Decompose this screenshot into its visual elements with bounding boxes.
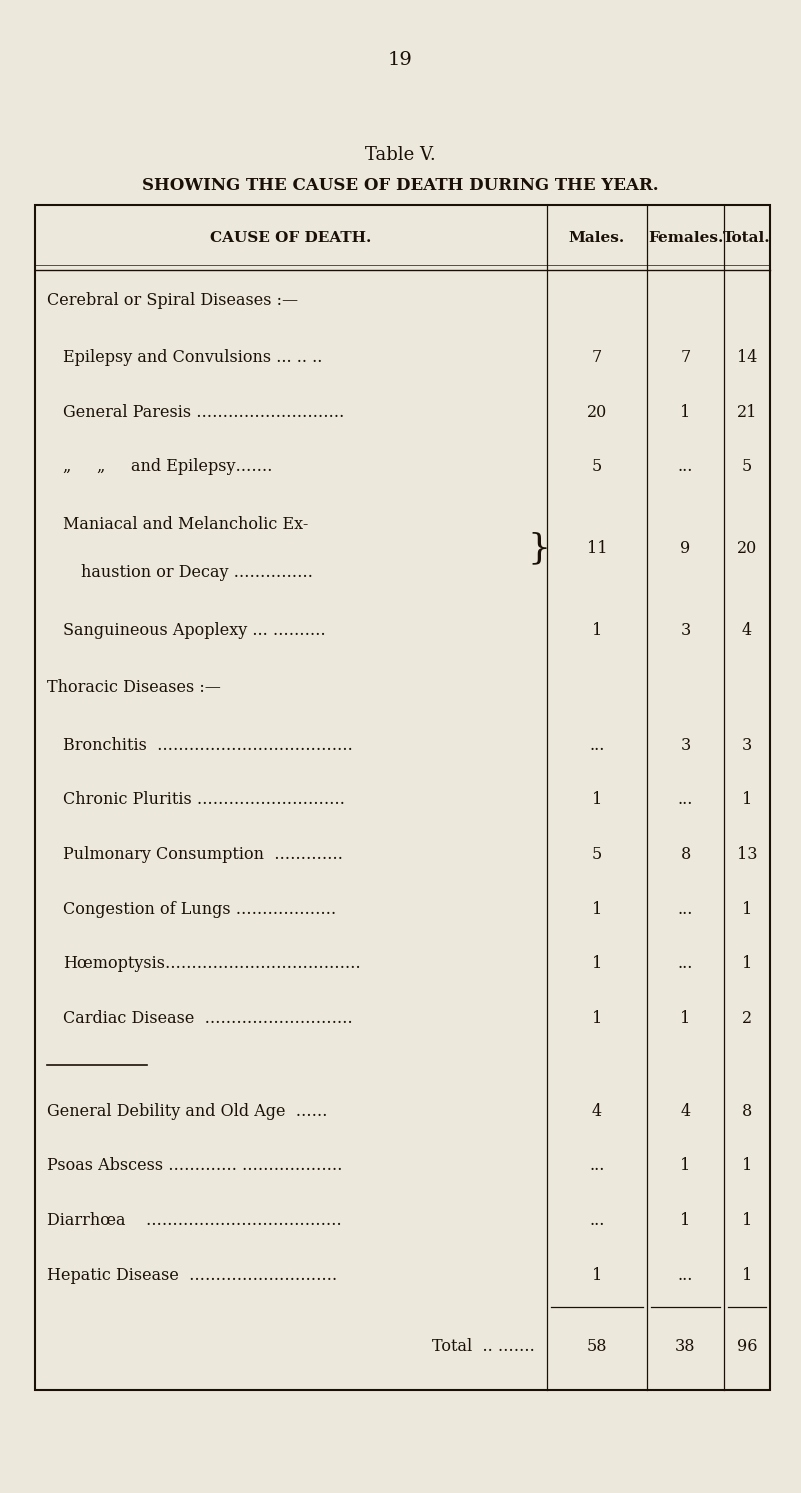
Text: 38: 38 bbox=[675, 1338, 696, 1354]
Text: Psoas Abscess …………. ……………….: Psoas Abscess …………. ………………. bbox=[47, 1157, 342, 1175]
Text: ...: ... bbox=[678, 1266, 693, 1284]
Text: 5: 5 bbox=[592, 458, 602, 475]
Text: 7: 7 bbox=[680, 349, 690, 366]
Text: 21: 21 bbox=[737, 403, 757, 421]
Text: 9: 9 bbox=[680, 540, 690, 557]
Text: Chronic Pluritis ……………………….: Chronic Pluritis ………………………. bbox=[63, 791, 345, 808]
Text: Males.: Males. bbox=[569, 230, 625, 245]
Text: Females.: Females. bbox=[648, 230, 723, 245]
Text: 1: 1 bbox=[742, 1157, 752, 1175]
Text: Hepatic Disease  ……………………….: Hepatic Disease ………………………. bbox=[47, 1266, 337, 1284]
Text: 3: 3 bbox=[680, 738, 690, 754]
Text: Bronchitis  ……………………………….: Bronchitis ………………………………. bbox=[63, 738, 352, 754]
Text: Table V.: Table V. bbox=[364, 146, 436, 164]
Text: 1: 1 bbox=[680, 1212, 690, 1229]
Text: 3: 3 bbox=[742, 738, 752, 754]
Text: Epilepsy and Convulsions ... .. ..: Epilepsy and Convulsions ... .. .. bbox=[63, 349, 322, 366]
Text: ...: ... bbox=[678, 791, 693, 808]
Text: 5: 5 bbox=[742, 458, 752, 475]
Text: Cerebral or Spiral Diseases :—: Cerebral or Spiral Diseases :— bbox=[47, 291, 298, 309]
Text: ...: ... bbox=[590, 738, 605, 754]
Text: 8: 8 bbox=[742, 1103, 752, 1120]
Text: 11: 11 bbox=[587, 540, 607, 557]
Text: SHOWING THE CAUSE OF DEATH DURING THE YEAR.: SHOWING THE CAUSE OF DEATH DURING THE YE… bbox=[142, 176, 658, 194]
Text: ...: ... bbox=[678, 458, 693, 475]
Bar bbox=[35, 205, 770, 1390]
Text: 1: 1 bbox=[742, 1212, 752, 1229]
Text: „     „     and Epilepsy…….: „ „ and Epilepsy……. bbox=[63, 458, 272, 475]
Text: Total  .. …….: Total .. ……. bbox=[433, 1338, 535, 1354]
Text: 1: 1 bbox=[742, 791, 752, 808]
Text: Congestion of Lungs ……………….: Congestion of Lungs ………………. bbox=[63, 900, 336, 918]
Text: 8: 8 bbox=[680, 847, 690, 863]
Text: 4: 4 bbox=[742, 623, 752, 639]
Text: General Paresis ……………………….: General Paresis ………………………. bbox=[63, 403, 344, 421]
Text: 1: 1 bbox=[592, 791, 602, 808]
Text: Pulmonary Consumption  ………….: Pulmonary Consumption …………. bbox=[63, 847, 343, 863]
Text: 4: 4 bbox=[592, 1103, 602, 1120]
Text: 1: 1 bbox=[742, 1266, 752, 1284]
Text: 96: 96 bbox=[737, 1338, 757, 1354]
Text: }: } bbox=[527, 532, 550, 566]
Text: Diarrhœa    ……………………………….: Diarrhœa ………………………………. bbox=[47, 1212, 341, 1229]
Text: Maniacal and Melancholic Ex-: Maniacal and Melancholic Ex- bbox=[63, 517, 308, 533]
Text: 3: 3 bbox=[680, 623, 690, 639]
Text: 20: 20 bbox=[587, 403, 607, 421]
Text: Thoracic Diseases :—: Thoracic Diseases :— bbox=[47, 679, 221, 696]
Text: 1: 1 bbox=[592, 956, 602, 972]
Text: 1: 1 bbox=[680, 1009, 690, 1027]
Text: 1: 1 bbox=[592, 1009, 602, 1027]
Text: 1: 1 bbox=[592, 900, 602, 918]
Text: Hœmoptysis……………………………….: Hœmoptysis………………………………. bbox=[63, 956, 360, 972]
Text: 20: 20 bbox=[737, 540, 757, 557]
Text: 19: 19 bbox=[388, 51, 413, 69]
Text: Cardiac Disease  ……………………….: Cardiac Disease ………………………. bbox=[63, 1009, 352, 1027]
Text: Sanguineous Apoplexy ... ……….: Sanguineous Apoplexy ... ………. bbox=[63, 623, 326, 639]
Text: 5: 5 bbox=[592, 847, 602, 863]
Text: 7: 7 bbox=[592, 349, 602, 366]
Text: 1: 1 bbox=[592, 623, 602, 639]
Text: 58: 58 bbox=[587, 1338, 607, 1354]
Text: CAUSE OF DEATH.: CAUSE OF DEATH. bbox=[211, 230, 372, 245]
Text: ...: ... bbox=[678, 956, 693, 972]
Text: 1: 1 bbox=[680, 403, 690, 421]
Text: 14: 14 bbox=[737, 349, 757, 366]
Text: ...: ... bbox=[678, 900, 693, 918]
Text: haustion or Decay ……………: haustion or Decay …………… bbox=[81, 564, 313, 581]
Text: 2: 2 bbox=[742, 1009, 752, 1027]
Text: 4: 4 bbox=[680, 1103, 690, 1120]
Text: 13: 13 bbox=[737, 847, 757, 863]
Text: 1: 1 bbox=[592, 1266, 602, 1284]
Text: General Debility and Old Age  ……: General Debility and Old Age …… bbox=[47, 1103, 328, 1120]
Text: ...: ... bbox=[590, 1212, 605, 1229]
Text: 1: 1 bbox=[680, 1157, 690, 1175]
Text: 1: 1 bbox=[742, 956, 752, 972]
Text: Total.: Total. bbox=[723, 230, 771, 245]
Text: ...: ... bbox=[590, 1157, 605, 1175]
Text: 1: 1 bbox=[742, 900, 752, 918]
